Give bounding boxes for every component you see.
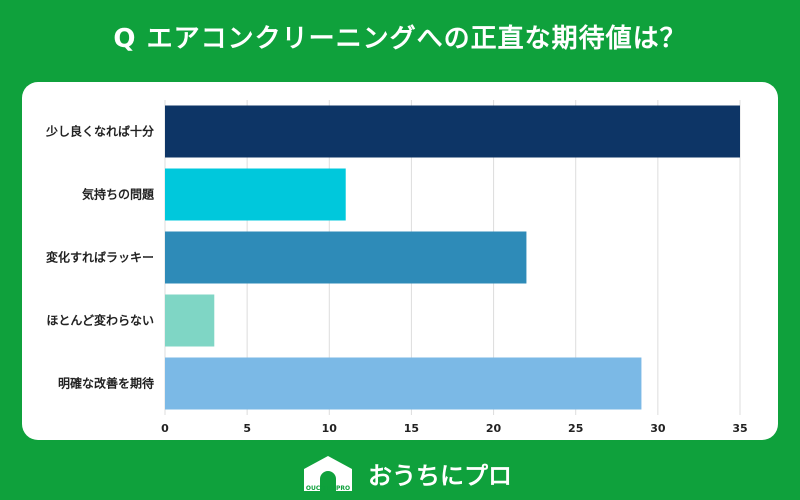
category-label: 変化すればラッキー — [46, 250, 154, 265]
house-logo-icon: OUCHInoPRO — [304, 456, 352, 492]
bar — [165, 357, 642, 410]
category-label: 気持ちの問題 — [82, 187, 155, 202]
bar — [165, 105, 740, 158]
x-tick-label: 20 — [486, 422, 502, 435]
chart-title: Q エアコンクリーニングへの正直な期待値は？ — [113, 24, 687, 54]
x-tick-label: 0 — [161, 422, 169, 435]
brand-name: おうちにプロ — [368, 461, 512, 490]
brand: OUCHInoPRO おうちにプロ — [300, 452, 512, 494]
logo-text: OUCHInoPRO — [306, 485, 350, 492]
x-tick-label: 10 — [322, 422, 338, 435]
x-tick-label: 5 — [243, 422, 251, 435]
bar — [165, 168, 346, 221]
x-tick-label: 35 — [732, 422, 747, 435]
bar-chart: 0 5 10 15 20 25 30 35 少し良くなれば十分気持ちの問題変化すればラッキーほと… — [45, 100, 748, 435]
bar — [165, 231, 527, 284]
bar — [165, 294, 215, 347]
category-label: ほとんど変わらない — [46, 313, 154, 328]
x-tick-label: 25 — [568, 422, 583, 435]
category-label: 少し良くなれば十分 — [45, 124, 154, 139]
x-tick-label: 30 — [650, 422, 666, 435]
chart-card: 0 5 10 15 20 25 30 35 少し良くなれば十分気持ちの問題変化すればラッキー ほと… — [22, 82, 778, 440]
x-tick-label: 15 — [404, 422, 419, 435]
category-label: 明確な改善を期待 — [58, 376, 154, 391]
